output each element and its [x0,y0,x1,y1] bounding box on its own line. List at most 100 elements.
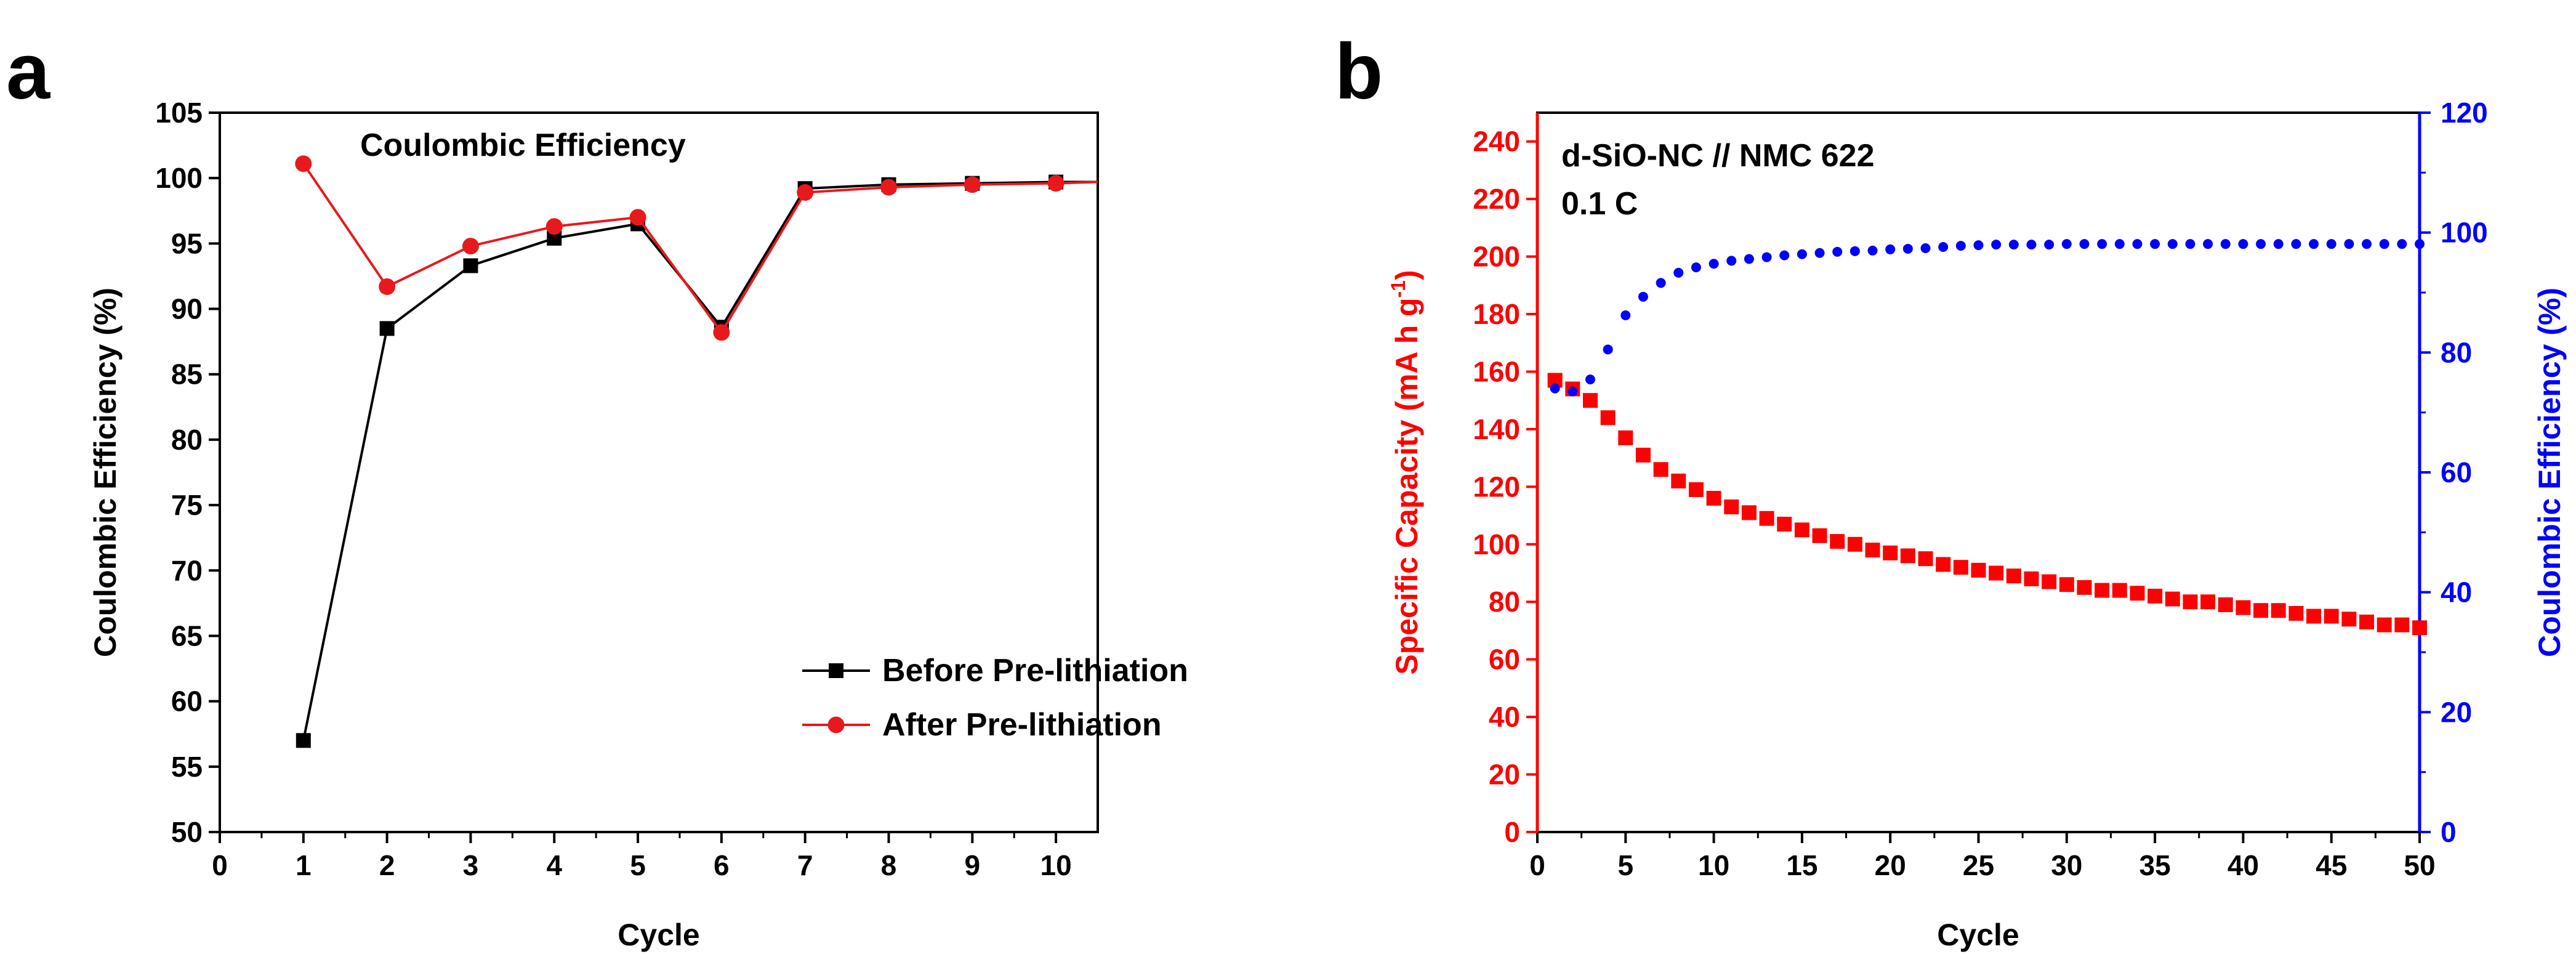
panel-b-capacity-point [2165,591,2180,607]
panel-b-capacity-point [2024,571,2039,586]
panel-b-efficiency-point [2291,239,2301,249]
panel-b-capacity-point [2147,588,2163,604]
panel-b-capacity-point [1883,545,1898,560]
panel-b-plot-frame [1536,111,2421,833]
panel-a-data-point [880,179,897,196]
panel-b-right-y-tick-label: 20 [2441,696,2472,728]
panel-a-data-point [463,258,478,273]
panel-a-y-axis-label: Coulombic Efficiency (%) [88,288,123,657]
panel-b-capacity-point [1653,462,1668,477]
panel-b-capacity-point [2288,605,2304,621]
panel-a-x-tick-label: 8 [881,849,897,881]
panel-b-left-y-tick-label: 60 [1489,644,1520,676]
panel-b-capacity-point [2183,594,2198,610]
panel-b-efficiency-point [2026,240,2037,250]
panel-b-efficiency-point [2132,239,2143,249]
panel-b-efficiency-point [2344,239,2354,249]
panel-b-efficiency-point [1550,383,1560,394]
panel-b-efficiency-point [2097,239,2107,249]
panel-a-y-tick-label: 65 [171,620,203,652]
panel-a-x-tick-label: 0 [212,849,228,881]
panel-b-efficiency-point [1902,243,1913,254]
panel-a-data-point [629,209,646,226]
panel-b-capacity-point [2077,580,2092,595]
panel-a-data-point [1047,175,1065,192]
panel-a-x-tick-label: 4 [546,849,562,881]
panel-b-capacity-point [2095,583,2110,598]
panel-b-x-tick-label: 25 [1963,849,1994,881]
panel-b-capacity-point [1671,474,1686,489]
panel-b-capacity-point [2341,612,2357,627]
panel-b-efficiency-point [1867,245,1878,256]
panel-b-efficiency-point [1938,242,1949,253]
panel-a-data-point [379,278,396,295]
panel-b-efficiency-point [1779,250,1790,261]
panel-b-left-y-tick-label: 160 [1473,355,1520,387]
panel-b-left-y-tick-label: 120 [1473,471,1520,503]
panel-b-efficiency-point [2114,239,2125,249]
panel-a-chart: a 0 1 2 3 4 5 6 7 8 9 10 50 55 60 65 70 75 80 85 90 95 100 10… [6,28,1188,952]
panel-b-efficiency-point [1691,262,1701,273]
panel-a-data-point [797,184,814,201]
panel-a-y-tick-label: 80 [171,424,203,456]
panel-b-capacity-point [1777,517,1792,532]
panel-b-left-y-axis-label-close: ) [1390,270,1424,280]
panel-b-efficiency-point [1709,259,1719,269]
panel-b-x-tick-label: 50 [2404,849,2435,881]
panel-b-efficiency-point [1744,254,1754,264]
panel-a-x-tick-label: 3 [463,849,479,881]
panel-a-x-tick-label: 7 [797,849,813,881]
panel-b-right-y-tick-label: 60 [2441,456,2472,488]
panel-b-left-y-tick-label: 200 [1473,241,1520,273]
panel-a-data-point [545,218,563,235]
panel-b-efficiency-point [2362,239,2372,249]
panel-b-efficiency-point [2256,239,2266,249]
panel-a-y-tick-label: 75 [171,489,203,521]
panel-b-efficiency-point [2220,239,2231,249]
panel-b-efficiency-point [2203,239,2213,249]
panel-b-efficiency-point [1973,240,1984,251]
panel-b-capacity-point [1936,557,1951,572]
panel-b-efficiency-point [1832,246,1843,257]
panel-b-right-y-tick-label: 80 [2441,336,2472,368]
panel-b-x-tick-label: 30 [2051,849,2082,881]
panel-b-efficiency-point [1585,374,1595,385]
panel-b-x-axis-label: Cycle [1937,918,2019,952]
panel-b-chart: b 0 5 10 15 20 25 30 35 40 45 50 0 20 40 60 80 100 120 14… [1335,28,2567,952]
panel-a-y-tick-label: 70 [171,554,203,586]
panel-b-capacity-point [1741,505,1757,520]
panel-b-x-tick-label: 35 [2139,849,2171,881]
panel-b-x-tick-label: 5 [1618,849,1634,881]
panel-b-efficiency-point [1991,240,2002,250]
panel-b-capacity-point [1812,528,1827,543]
panel-a-data-point [462,238,479,255]
panel-b-efficiency-point [2415,239,2425,249]
panel-b-efficiency-point [2079,239,2090,249]
panel-b-efficiency-point [1761,252,1772,262]
panel-b-capacity-point [1830,534,1845,549]
panel-a-x-tick-label: 9 [964,849,980,881]
panel-b-right-y-tick-label: 100 [2441,217,2488,249]
panel-b-capacity-point [1847,536,1862,552]
panel-b-efficiency-point [1726,256,1737,266]
panel-b-efficiency-point [2150,239,2160,249]
panel-b-capacity-point [2324,608,2339,624]
panel-b-capacity-point [2042,574,2057,589]
panel-a-y-tick-label: 60 [171,685,203,717]
panel-b-label: b [1335,28,1383,116]
panel-b-efficiency-point [2167,239,2178,249]
panel-b-capacity-point [2130,586,2145,601]
panel-a-y-tick-label: 50 [171,816,203,848]
panel-b-left-y-tick-label: 80 [1489,586,1520,618]
panel-b-efficiency-point [2397,239,2407,249]
panel-b-left-y-axis-label: Specific Capacity (mA h g-1) [1387,270,1424,674]
panel-a-label: a [6,28,50,116]
panel-b-capacity-point [2112,583,2127,598]
panel-b-capacity-point [2253,603,2269,618]
panel-b-efficiency-point [2044,240,2055,250]
panel-b-left-y-tick-label: 140 [1473,413,1520,445]
panel-a-legend-marker [827,716,845,734]
panel-a-legend-label: Before Pre-lithiation [882,653,1188,689]
panel-b-efficiency-point [2238,239,2248,249]
panel-a-x-tick-label: 1 [296,849,312,881]
